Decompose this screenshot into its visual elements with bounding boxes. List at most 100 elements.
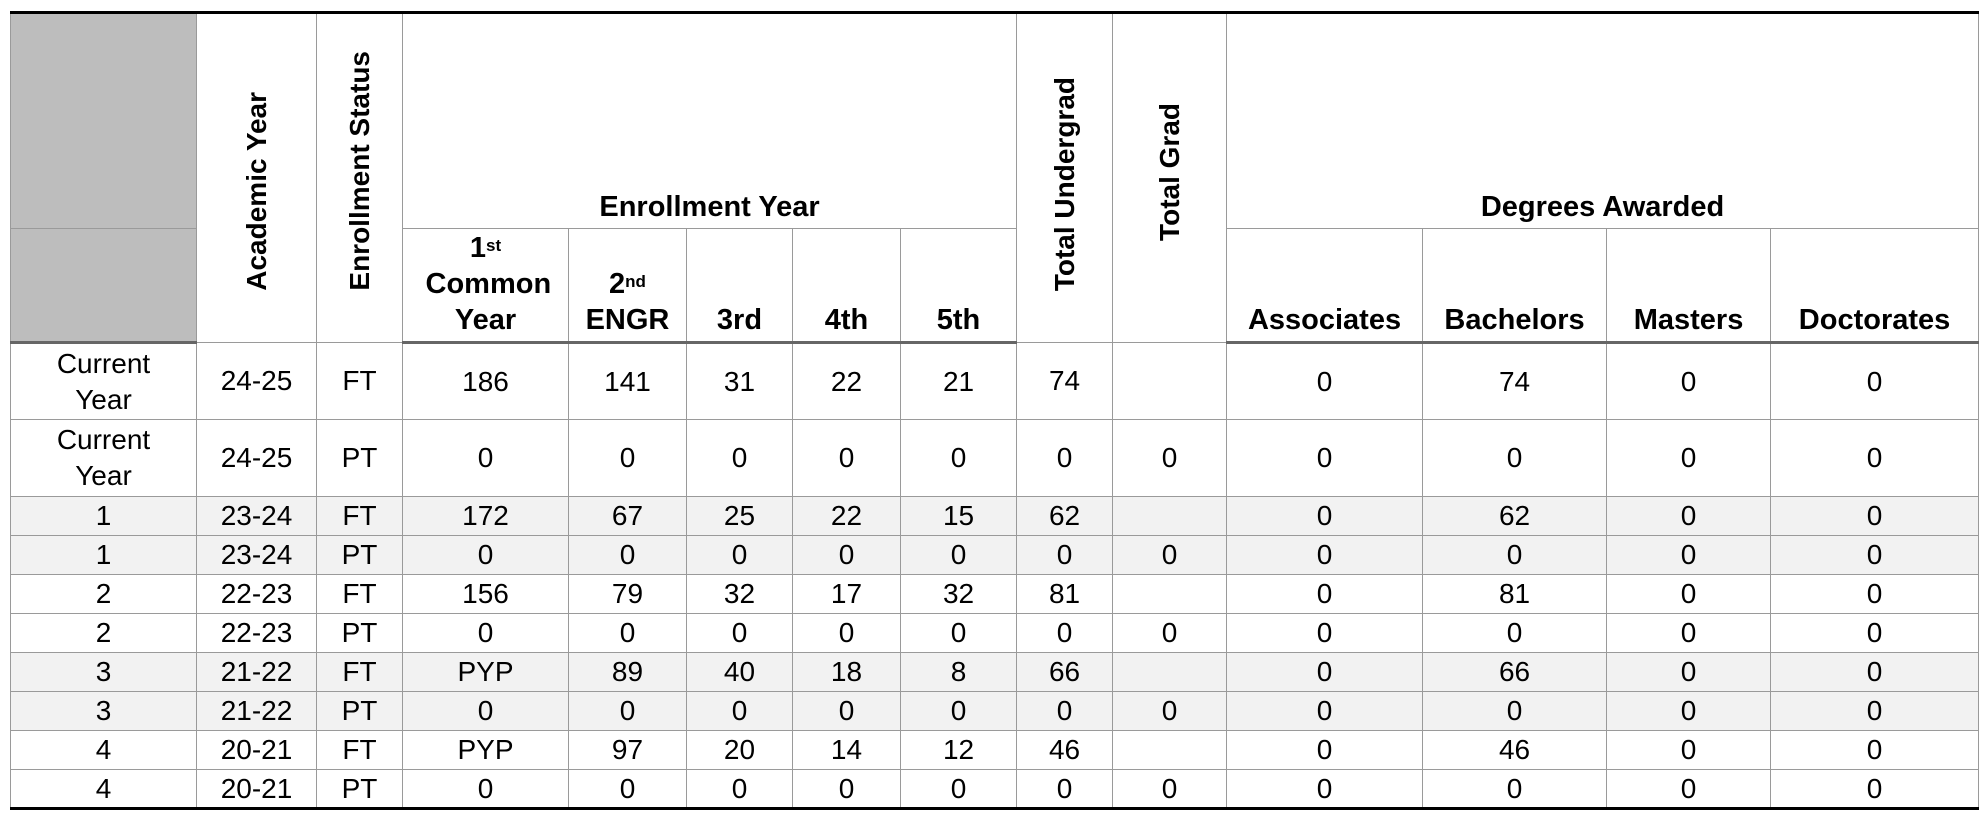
table-row: Current Year 24-25 FT 186 141 31 22 21 74 0 74 0 0: [10, 342, 1980, 420]
total-undergrad-cell: 0: [1016, 535, 1114, 575]
total-undergrad-header: Total Undergrad: [1016, 12, 1114, 343]
total-undergrad-cell: 0: [1016, 769, 1114, 809]
header-row-2: 1st Common Year 2nd ENGR 3rd 4th 5th Assoc…: [10, 228, 1980, 344]
table-row: 2 22-23 PT 0 0 0 0 0 0 0 0 0 0 0: [10, 613, 1980, 653]
first-common-year-cell: 156: [402, 574, 569, 614]
masters-cell: 0: [1606, 613, 1772, 653]
doctorates-cell: 0: [1770, 419, 1980, 497]
third-year-cell: 40: [686, 652, 793, 692]
academic-year-cell: 24-25: [196, 342, 317, 420]
doctorates-cell: 0: [1770, 535, 1980, 575]
second-engr-cell: 0: [568, 691, 687, 731]
masters-cell: 0: [1606, 535, 1772, 575]
bachelors-cell: 0: [1422, 613, 1608, 653]
second-engr-cell: 89: [568, 652, 687, 692]
academic-year-cell: 24-25: [196, 419, 317, 497]
fourth-year-cell: 18: [792, 652, 901, 692]
first-common-year-cell: PYP: [402, 652, 569, 692]
academic-year-cell: 22-23: [196, 613, 317, 653]
table-row: 4 20-21 FT PYP 97 20 14 12 46 0 46 0 0: [10, 730, 1980, 770]
third-year-cell: 20: [686, 730, 793, 770]
third-year-cell: 0: [686, 535, 793, 575]
total-grad-cell: 0: [1112, 769, 1228, 809]
row-label-cell: 3: [10, 652, 197, 692]
row-label-cell: 3: [10, 691, 197, 731]
row-label-cell: 1: [10, 535, 197, 575]
enrollment-table: Academic Year Enrollment Status Enrollme…: [10, 11, 1980, 810]
row-label-cell: 4: [10, 769, 197, 809]
total-undergrad-cell: 0: [1016, 419, 1114, 497]
first-common-year-cell: 0: [402, 613, 569, 653]
fourth-year-cell: 22: [792, 342, 901, 420]
second-engr-cell: 0: [568, 419, 687, 497]
header-row-1: Academic Year Enrollment Status Enrollme…: [10, 12, 1980, 343]
masters-cell: 0: [1606, 342, 1772, 420]
enrollment-status-header: Enrollment Status: [316, 12, 403, 343]
associates-cell: 0: [1226, 652, 1424, 692]
enrollment-year-header: Enrollment Year: [401, 12, 1018, 229]
fifth-year-cell: 0: [899, 419, 1018, 497]
doctorates-cell: 0: [1770, 574, 1980, 614]
second-engr-cell: 0: [568, 613, 687, 653]
first-common-year-cell: 186: [402, 342, 569, 420]
associates-cell: 0: [1226, 730, 1424, 770]
table-row: Current Year 24-25 PT 0 0 0 0 0 0 0 0 0 0 0: [10, 419, 1980, 497]
doctorates-cell: 0: [1770, 769, 1980, 809]
table-body: Current Year 24-25 FT 186 141 31 22 21 74 0 74 0 0 Cu…: [10, 342, 1980, 809]
third-year-header: 3rd: [686, 228, 793, 344]
associates-cell: 0: [1226, 496, 1424, 536]
total-undergrad-cell: 62: [1016, 496, 1114, 536]
total-undergrad-cell: 66: [1016, 652, 1114, 692]
fifth-year-cell: 8: [899, 652, 1018, 692]
first-common-year-cell: PYP: [402, 730, 569, 770]
total-grad-cell: [1112, 652, 1228, 692]
associates-cell: 0: [1226, 342, 1424, 420]
academic-year-cell: 23-24: [196, 535, 317, 575]
associates-cell: 0: [1226, 769, 1424, 809]
associates-cell: 0: [1226, 574, 1424, 614]
academic-year-cell: 21-22: [196, 691, 317, 731]
academic-year-cell: 20-21: [196, 730, 317, 770]
bachelors-cell: 74: [1422, 342, 1608, 420]
associates-cell: 0: [1226, 691, 1424, 731]
fourth-year-cell: 22: [792, 496, 901, 536]
third-year-cell: 0: [686, 419, 793, 497]
bachelors-header: Bachelors: [1422, 228, 1608, 344]
total-grad-cell: [1112, 574, 1228, 614]
row-label-cell: 2: [10, 574, 197, 614]
doctorates-cell: 0: [1770, 496, 1980, 536]
degrees-awarded-header: Degrees Awarded: [1226, 12, 1980, 229]
fourth-year-cell: 0: [792, 419, 901, 497]
masters-cell: 0: [1606, 419, 1772, 497]
academic-year-header: Academic Year: [196, 12, 317, 343]
enrollment-status-cell: FT: [316, 730, 403, 770]
fifth-year-cell: 15: [899, 496, 1018, 536]
enrollment-status-cell: PT: [316, 691, 403, 731]
doctorates-cell: 0: [1770, 652, 1980, 692]
associates-header: Associates: [1226, 228, 1424, 344]
bachelors-cell: 62: [1422, 496, 1608, 536]
table-row: 1 23-24 FT 172 67 25 22 15 62 0 62 0 0: [10, 496, 1980, 536]
fifth-year-cell: 32: [899, 574, 1018, 614]
third-year-cell: 0: [686, 691, 793, 731]
corner-cell-bottom: [10, 228, 197, 344]
first-common-year-cell: 0: [402, 419, 569, 497]
masters-cell: 0: [1606, 574, 1772, 614]
total-grad-cell: [1112, 496, 1228, 536]
fourth-year-cell: 0: [792, 535, 901, 575]
third-year-cell: 0: [686, 769, 793, 809]
enrollment-status-cell: PT: [316, 613, 403, 653]
table-row: 4 20-21 PT 0 0 0 0 0 0 0 0 0 0 0: [10, 769, 1980, 809]
masters-header: Masters: [1606, 228, 1772, 344]
bachelors-cell: 0: [1422, 535, 1608, 575]
fourth-year-cell: 17: [792, 574, 901, 614]
row-label-cell: Current Year: [10, 419, 197, 497]
second-engr-cell: 79: [568, 574, 687, 614]
fifth-year-header: 5th: [899, 228, 1018, 344]
table-row: 3 21-22 FT PYP 89 40 18 8 66 0 66 0 0: [10, 652, 1980, 692]
masters-cell: 0: [1606, 730, 1772, 770]
bachelors-cell: 0: [1422, 419, 1608, 497]
third-year-cell: 25: [686, 496, 793, 536]
enrollment-status-cell: FT: [316, 342, 403, 420]
third-year-cell: 0: [686, 613, 793, 653]
